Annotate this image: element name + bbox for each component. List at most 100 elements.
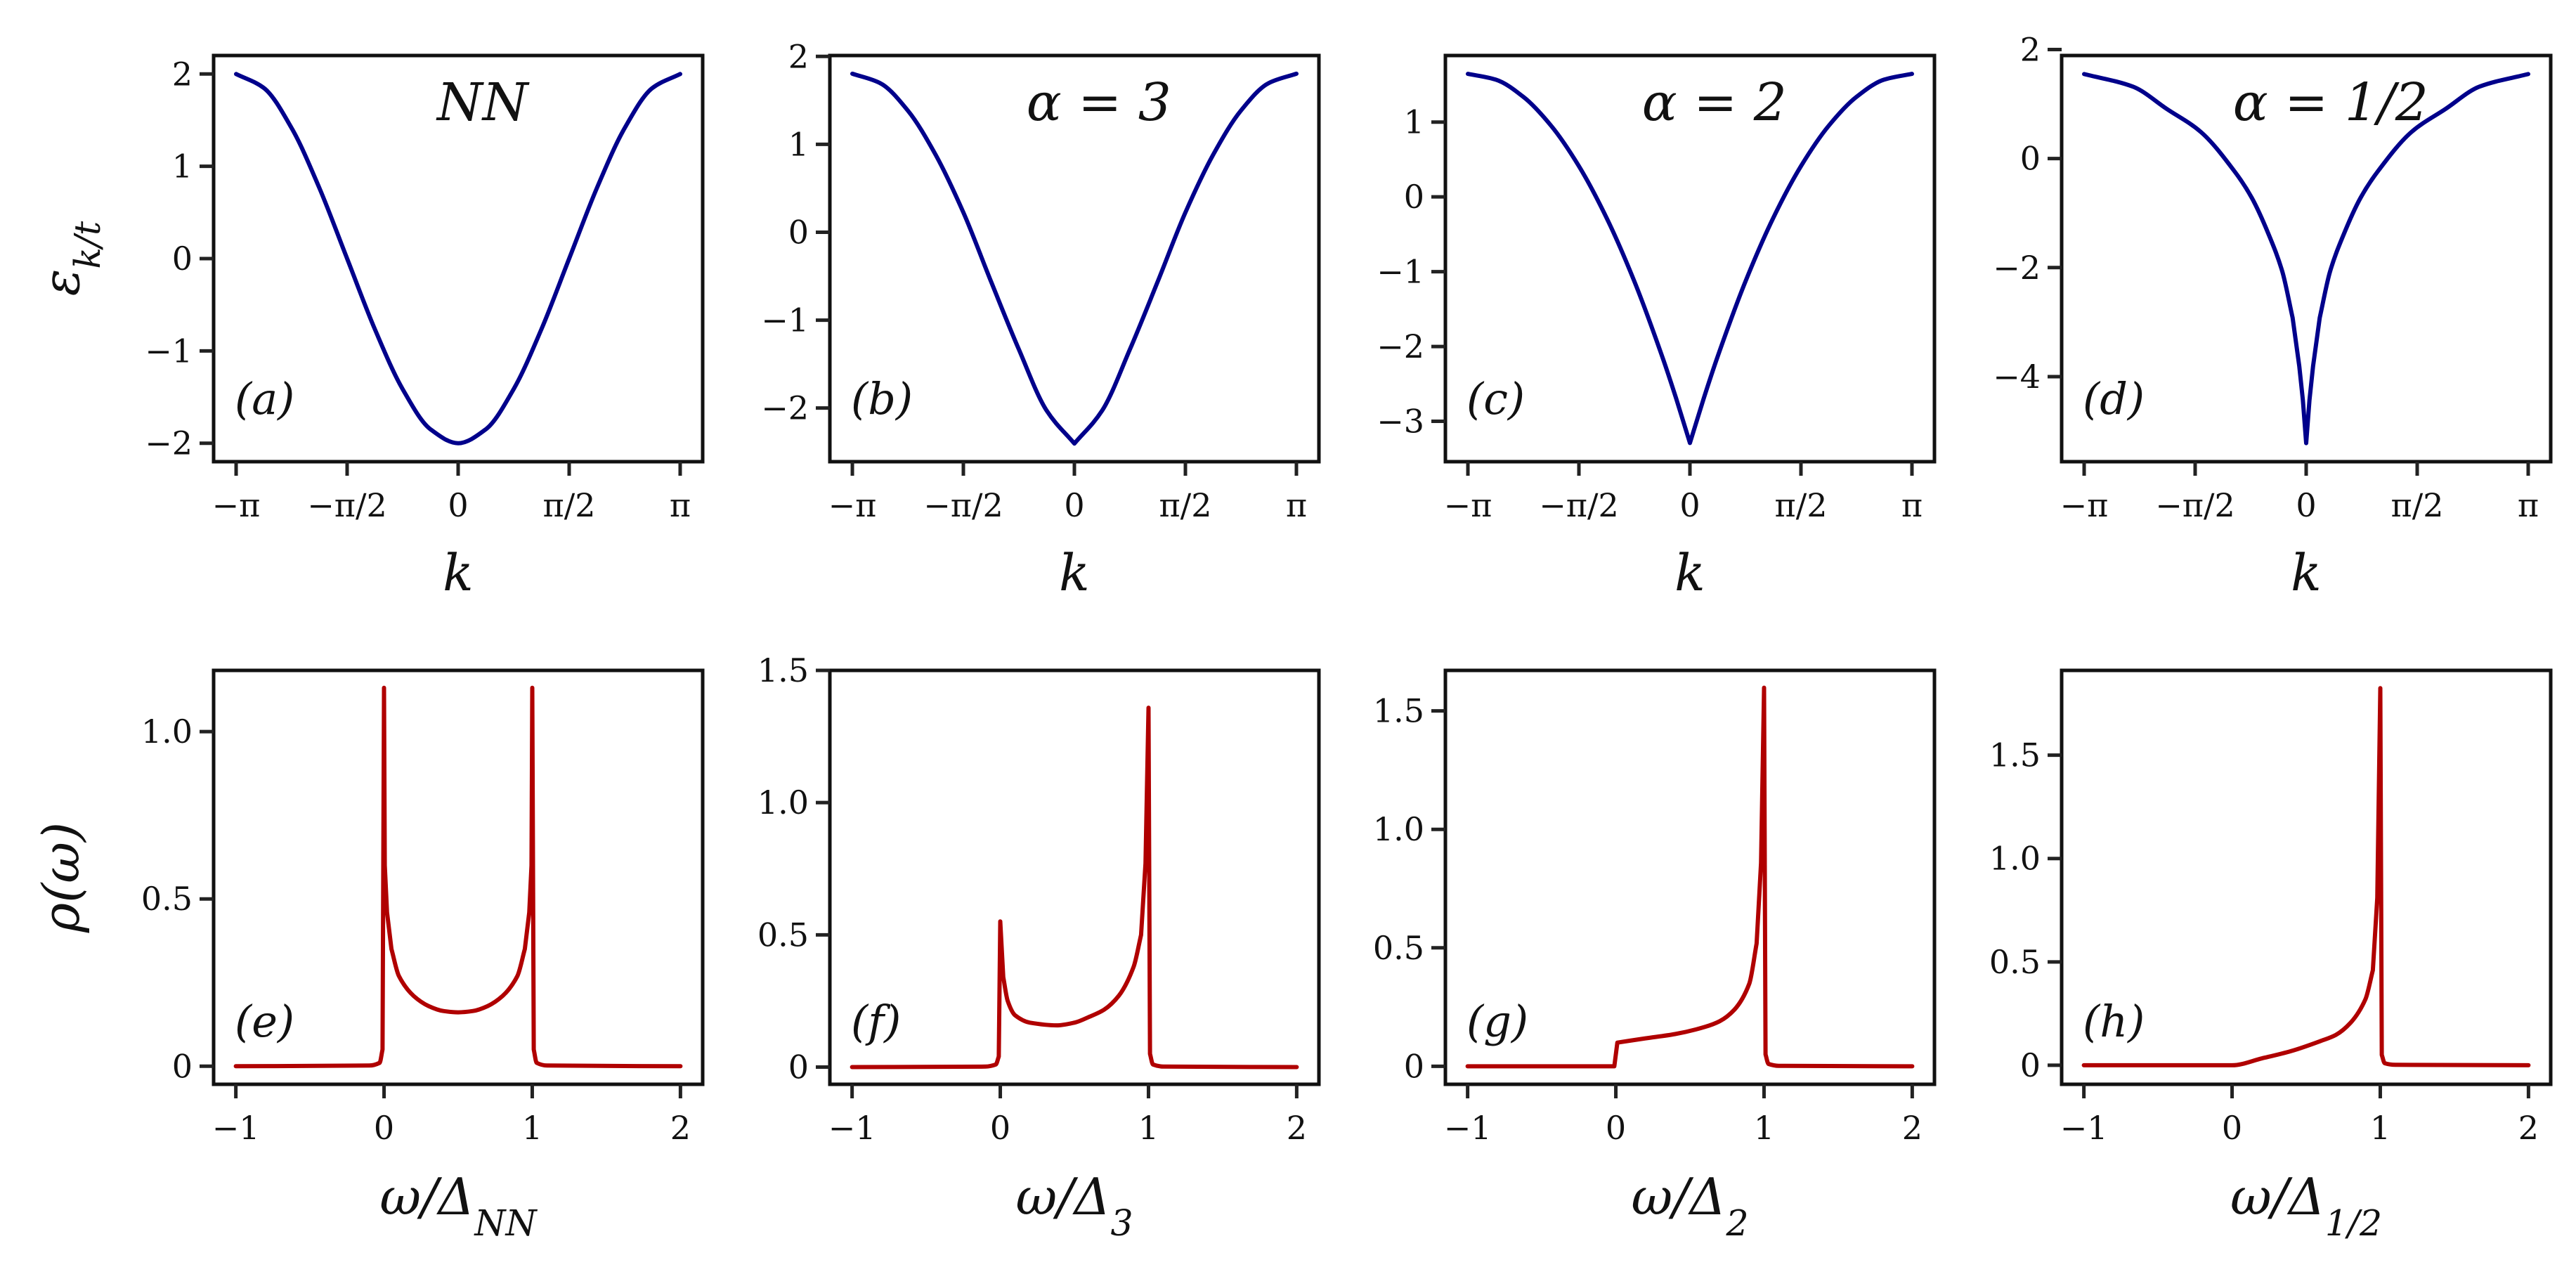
series-line — [850, 71, 1299, 446]
model-annotation: α = 3 — [1027, 72, 1171, 133]
x-tick-label: 1 — [1754, 1109, 1774, 1147]
y-tick-label: −2 — [145, 424, 193, 462]
x-tick-label: 2 — [2518, 1109, 2539, 1147]
y-tick-label: −2 — [1993, 249, 2041, 287]
axes-frame — [1443, 668, 1937, 1086]
y-tick-label: 0 — [1404, 1047, 1424, 1085]
x-tick-label: 0 — [2222, 1109, 2242, 1147]
x-tick-label: π — [2518, 486, 2539, 524]
x-tick-label: 2 — [1287, 1109, 1307, 1147]
y-tick-label: 0.5 — [141, 880, 193, 918]
y-tick-label: 0 — [2020, 140, 2041, 178]
y-tick-label: 1 — [788, 125, 809, 163]
x-axis-label: k — [1674, 543, 1705, 602]
x-tick-label: 0 — [1064, 486, 1084, 524]
x-tick-label: −1 — [828, 1109, 876, 1147]
x-axis-label: ω/ΔNN — [379, 1167, 538, 1244]
x-tick-label: −1 — [2060, 1109, 2108, 1147]
subplot-f: −1 0 1 2 0 0.5 1.0 1.5 ω/Δ3 (f) — [757, 651, 1321, 1244]
y-tick-label: 0.5 — [1373, 929, 1424, 967]
x-tick-label: 2 — [1902, 1109, 1923, 1147]
y-tick-label: 1.5 — [757, 651, 809, 689]
x-tick-label: 1 — [2370, 1109, 2390, 1147]
x-tick-label: −π — [828, 486, 877, 524]
x-tick-label: π — [1286, 486, 1307, 524]
y-tick-label: 1 — [1404, 103, 1424, 141]
y-tick-label: 1.0 — [141, 713, 193, 751]
y-tick-label: −2 — [761, 389, 809, 427]
panel-label: (b) — [851, 373, 913, 424]
x-tick-label: π/2 — [542, 486, 595, 524]
x-axis-label: k — [443, 543, 474, 602]
series-line — [2081, 686, 2531, 1067]
y-tick-label: −1 — [145, 332, 193, 370]
subplot-c: −π −π/2 0 π/2 π −3 −2 −1 0 1 k α = 2 (c) — [1377, 53, 1937, 602]
x-axis-label: ω/Δ2 — [1631, 1167, 1748, 1244]
series-line — [1465, 685, 1915, 1069]
x-tick-label: 0 — [2296, 486, 2316, 524]
y-tick-label: −1 — [761, 301, 809, 339]
y-tick-label: 2 — [788, 37, 809, 75]
subplot-e: −1 0 1 2 0 0.5 1.0 ω/ΔNN ρ(ω) (e) — [32, 668, 705, 1244]
axes-frame — [828, 668, 1321, 1086]
subplot-a: −π −π/2 0 π/2 π −2 −1 0 1 2 k εk/t NN (a) — [32, 53, 705, 602]
x-axis-label: ω/Δ1/2 — [2230, 1167, 2382, 1244]
panel-label: (c) — [1466, 373, 1525, 424]
y-tick-label: 0 — [788, 213, 809, 251]
x-tick-label: −π/2 — [923, 486, 1003, 524]
y-tick-label: −3 — [1377, 403, 1424, 441]
series-line — [2082, 72, 2530, 446]
series-line — [850, 706, 1299, 1070]
y-tick-label: 2 — [2020, 30, 2041, 68]
x-tick-label: −π/2 — [307, 486, 387, 524]
y-tick-label: 1.0 — [757, 784, 809, 821]
x-tick-label: −π/2 — [1539, 486, 1619, 524]
y-tick-label: 0.5 — [1989, 943, 2041, 981]
panel-label: (g) — [1466, 996, 1528, 1047]
y-tick-label: −4 — [1993, 358, 2041, 396]
series-line — [1466, 72, 1914, 446]
y-tick-label: 1 — [172, 148, 193, 186]
x-tick-label: −1 — [212, 1109, 260, 1147]
y-tick-label: 0 — [172, 240, 193, 278]
x-tick-label: 0 — [1606, 1109, 1626, 1147]
model-annotation: NN — [436, 72, 530, 133]
y-tick-label: 0 — [172, 1047, 193, 1085]
x-tick-label: 1 — [522, 1109, 542, 1147]
y-tick-label: −2 — [1377, 327, 1424, 365]
y-tick-label: 2 — [172, 55, 193, 93]
x-axis-label: k — [2291, 543, 2322, 602]
y-tick-label: 1.0 — [1373, 810, 1424, 848]
x-tick-label: 0 — [448, 486, 468, 524]
panel-label: (f) — [851, 996, 901, 1047]
y-tick-label: 0.5 — [757, 916, 809, 954]
subplot-g: −1 0 1 2 0 0.5 1.0 1.5 ω/Δ2 (g) — [1373, 668, 1937, 1244]
y-tick-label: 1.5 — [1989, 736, 2041, 774]
panel-label: (h) — [2083, 996, 2145, 1047]
x-tick-label: 1 — [1138, 1109, 1159, 1147]
series-line — [233, 685, 683, 1069]
x-tick-label: π — [670, 486, 691, 524]
y-axis-label: ρ(ω) — [32, 822, 91, 933]
y-tick-label: 0 — [788, 1048, 809, 1086]
panel-label: (d) — [2083, 373, 2145, 424]
x-tick-label: 0 — [1679, 486, 1700, 524]
x-axis-label: ω/Δ3 — [1015, 1167, 1133, 1244]
model-annotation: α = 2 — [1642, 72, 1787, 133]
x-tick-label: π/2 — [2390, 486, 2443, 524]
x-tick-label: −π — [212, 486, 261, 524]
panel-label: (e) — [235, 996, 294, 1047]
x-tick-label: 0 — [990, 1109, 1010, 1147]
series-line — [234, 72, 682, 446]
x-tick-label: −π/2 — [2155, 486, 2235, 524]
y-tick-label: 1.0 — [1989, 840, 2041, 878]
panel-label: (a) — [235, 373, 294, 424]
subplot-h: −1 0 1 2 0 0.5 1.0 1.5 ω/Δ1/2 (h) — [1989, 668, 2553, 1244]
axes-frame — [212, 668, 705, 1086]
y-tick-label: 0 — [2020, 1046, 2041, 1084]
subplot-b: −π −π/2 0 π/2 π −2 −1 0 1 2 k α = 3 (b) — [761, 37, 1321, 602]
x-tick-label: 2 — [670, 1109, 691, 1147]
x-tick-label: π — [1901, 486, 1923, 524]
x-axis-label: k — [1059, 543, 1090, 602]
